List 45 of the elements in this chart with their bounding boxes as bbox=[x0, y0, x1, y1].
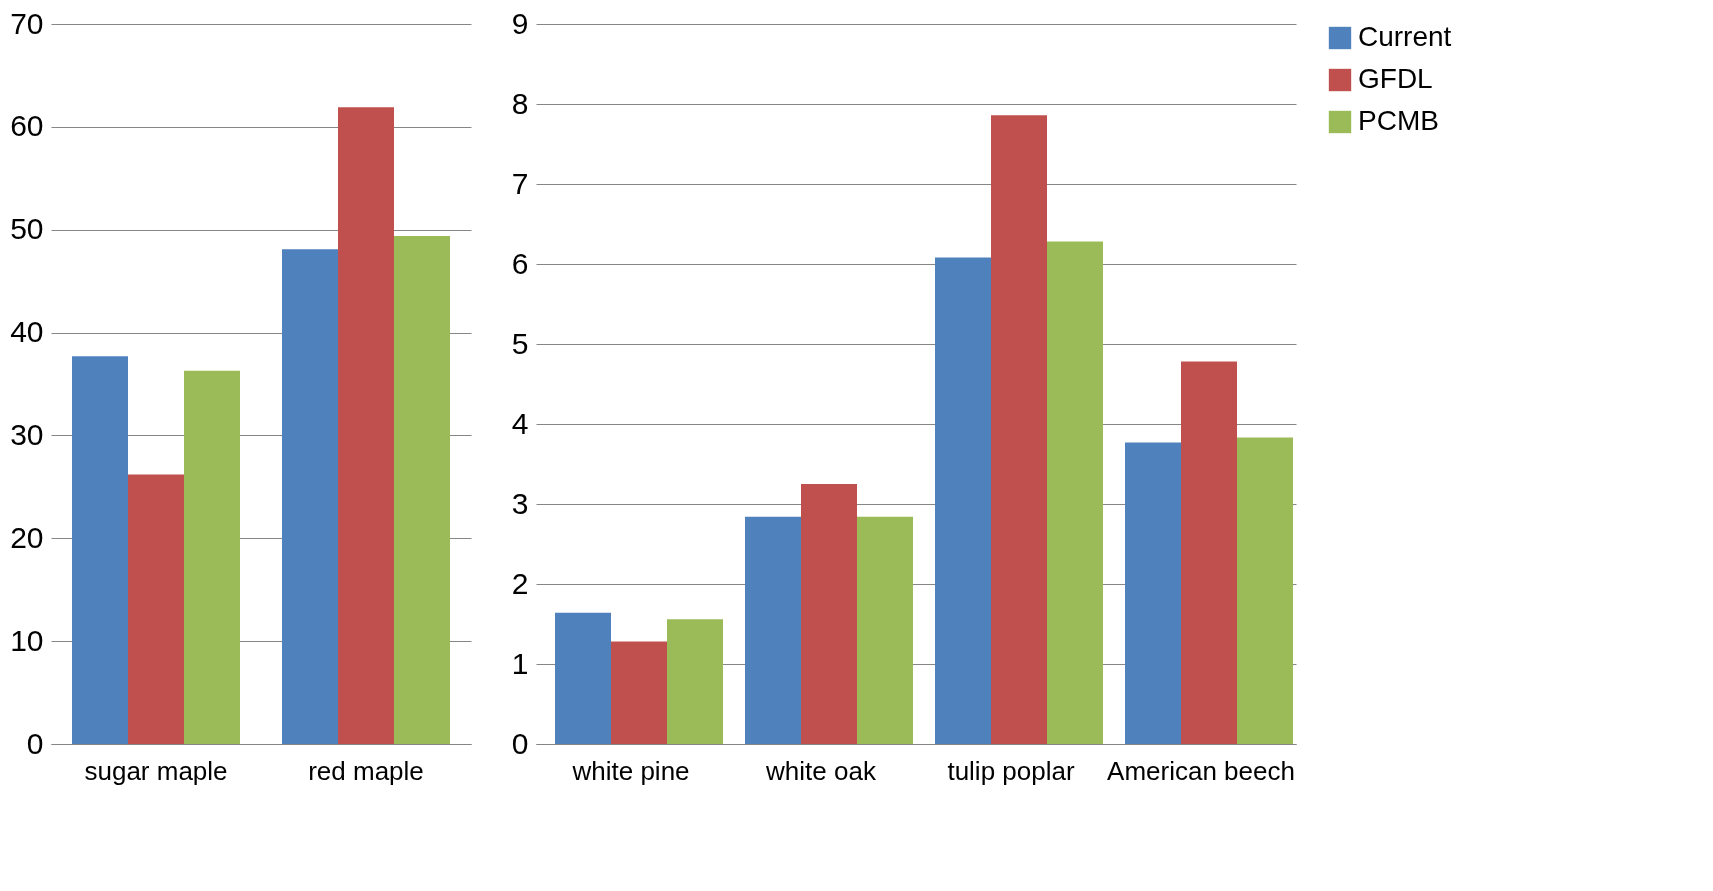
bar bbox=[394, 235, 450, 744]
legend-label: Current bbox=[1358, 21, 1452, 52]
bar bbox=[1181, 361, 1237, 744]
x-tick-label: white oak bbox=[765, 755, 877, 786]
x-tick-label: red maple bbox=[308, 755, 424, 786]
legend-label: GFDL bbox=[1358, 63, 1433, 94]
y-tick-label: 20 bbox=[10, 520, 44, 554]
bar bbox=[857, 516, 913, 744]
y-tick-label: 8 bbox=[511, 86, 529, 120]
bar bbox=[128, 474, 184, 744]
y-tick-label: 40 bbox=[10, 315, 44, 349]
bar bbox=[555, 612, 611, 744]
bar bbox=[1125, 442, 1181, 744]
bar bbox=[667, 619, 723, 744]
y-tick-label: 5 bbox=[511, 326, 529, 360]
bar bbox=[801, 484, 857, 744]
y-tick-label: 30 bbox=[10, 417, 44, 451]
y-tick-label: 3 bbox=[511, 486, 529, 520]
y-tick-label: 6 bbox=[511, 246, 529, 280]
bar bbox=[1237, 437, 1293, 744]
y-tick-label: 60 bbox=[10, 109, 44, 143]
legend-label: PCMB bbox=[1358, 105, 1439, 136]
bar bbox=[184, 370, 240, 744]
bar bbox=[72, 356, 128, 744]
x-tick-label: sugar maple bbox=[84, 755, 228, 786]
y-tick-label: 4 bbox=[511, 406, 529, 440]
y-tick-label: 0 bbox=[26, 726, 44, 760]
bar bbox=[282, 249, 338, 744]
y-tick-label: 1 bbox=[511, 646, 529, 680]
bar bbox=[338, 107, 394, 744]
x-tick-label: white pine bbox=[571, 755, 690, 786]
y-tick-label: 70 bbox=[10, 6, 44, 40]
bar bbox=[1047, 241, 1103, 744]
bar bbox=[935, 257, 991, 744]
y-tick-label: 7 bbox=[511, 166, 529, 200]
bar bbox=[611, 641, 667, 744]
y-tick-label: 50 bbox=[10, 212, 44, 246]
y-tick-label: 10 bbox=[10, 623, 44, 657]
y-tick-label: 2 bbox=[511, 566, 529, 600]
x-tick-label: American beech bbox=[1107, 755, 1295, 786]
bar bbox=[745, 516, 801, 744]
y-tick-label: 0 bbox=[511, 726, 529, 760]
y-tick-label: 9 bbox=[511, 6, 529, 40]
bar bbox=[991, 115, 1047, 744]
x-tick-label: tulip poplar bbox=[947, 755, 1075, 786]
